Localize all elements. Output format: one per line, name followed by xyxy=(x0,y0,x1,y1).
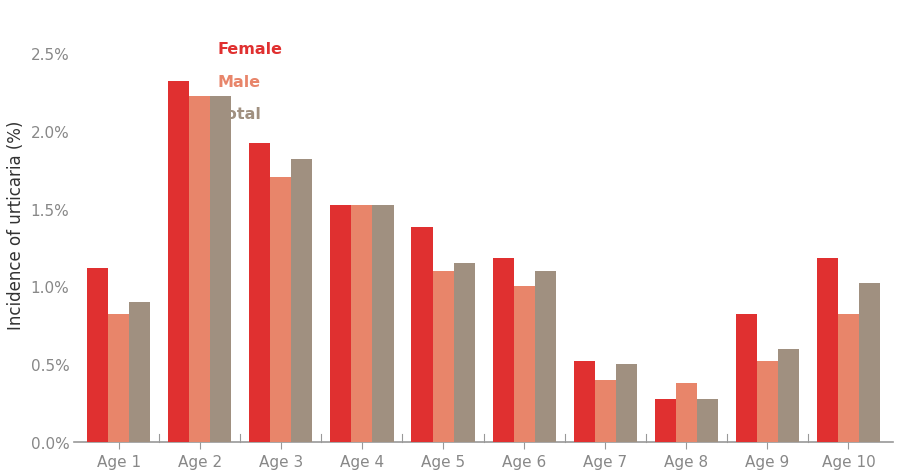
Bar xyxy=(189,97,211,442)
Text: Female: Female xyxy=(218,42,283,57)
Bar xyxy=(492,259,514,442)
Bar xyxy=(514,287,535,442)
Text: Total: Total xyxy=(218,107,261,122)
Bar xyxy=(616,365,637,442)
Bar xyxy=(838,315,859,442)
Bar xyxy=(292,159,312,442)
Bar xyxy=(351,206,373,442)
Text: Male: Male xyxy=(218,74,261,89)
Bar xyxy=(654,399,676,442)
Bar xyxy=(817,259,838,442)
Bar xyxy=(270,178,292,442)
Bar xyxy=(373,206,393,442)
Bar xyxy=(433,271,454,442)
Bar xyxy=(454,264,474,442)
Bar xyxy=(330,206,351,442)
Bar xyxy=(249,144,270,442)
Bar xyxy=(535,271,555,442)
Bar xyxy=(595,380,616,442)
Bar xyxy=(168,81,189,442)
Bar xyxy=(87,268,108,442)
Bar xyxy=(736,315,757,442)
Bar xyxy=(859,284,880,442)
Bar xyxy=(676,383,697,442)
Bar xyxy=(757,361,778,442)
Bar xyxy=(697,399,718,442)
Bar xyxy=(211,97,231,442)
Bar xyxy=(130,302,150,442)
Bar xyxy=(573,361,595,442)
Bar xyxy=(108,315,130,442)
Y-axis label: Incidence of urticaria (%): Incidence of urticaria (%) xyxy=(7,120,25,329)
Bar xyxy=(411,228,433,442)
Bar xyxy=(778,349,799,442)
